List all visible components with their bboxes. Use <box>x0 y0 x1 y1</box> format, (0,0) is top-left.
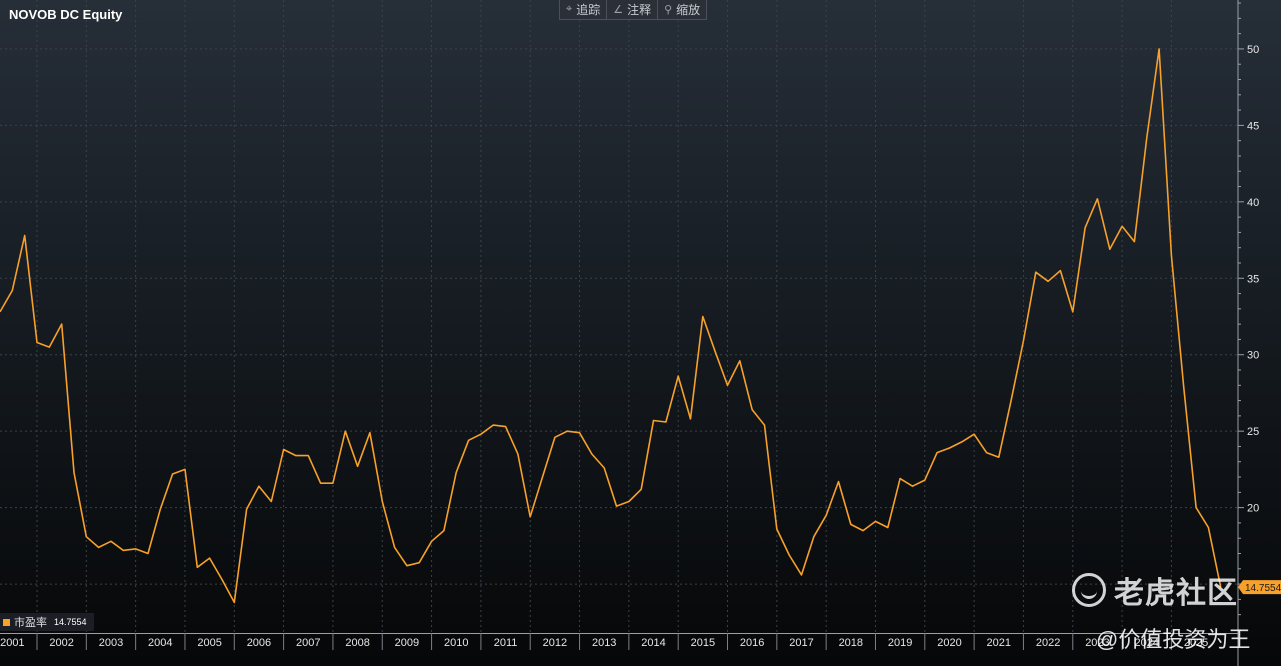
y-tick-label: 45 <box>1247 120 1259 132</box>
track-button[interactable]: ⌖ 追踪 <box>560 0 608 19</box>
x-tick-label: 2006 <box>247 637 271 649</box>
x-tick-label: 2002 <box>49 637 73 649</box>
x-tick-label: 2008 <box>345 637 369 649</box>
grid-lines <box>0 0 1238 633</box>
y-tick-label: 35 <box>1247 273 1259 285</box>
x-tick-label: 2015 <box>691 637 715 649</box>
x-tick-label: 2009 <box>395 637 419 649</box>
chart-toolbar: ⌖ 追踪 ∠ 注释 ⚲ 缩放 <box>559 0 708 20</box>
y-tick-label: 30 <box>1247 350 1259 362</box>
y-tick-label: 50 <box>1247 44 1259 56</box>
crosshair-icon: ⌖ <box>566 3 573 15</box>
x-tick-label: 2011 <box>494 637 518 649</box>
series-layer <box>0 48 1222 604</box>
zoom-button[interactable]: ⚲ 缩放 <box>658 0 706 19</box>
x-tick-label: 2010 <box>444 637 468 649</box>
chart-legend[interactable]: 市盈率 14.7554 <box>0 613 94 631</box>
annotate-label: 注释 <box>627 3 652 17</box>
x-tick-label: 2020 <box>937 637 961 649</box>
legend-swatch <box>3 618 10 626</box>
x-tick-label: 2025 <box>1184 637 1208 649</box>
x-tick-label: 2024 <box>1135 637 1159 649</box>
legend-label: 市盈率 <box>14 617 47 629</box>
x-tick-label: 2014 <box>641 637 665 649</box>
x-tick-label: 2005 <box>197 637 221 649</box>
zoom-label: 缩放 <box>676 3 701 17</box>
pencil-icon: ∠ <box>613 4 624 16</box>
magnifier-icon: ⚲ <box>664 4 673 16</box>
x-tick-label: 2017 <box>789 637 813 649</box>
x-tick-label: 2013 <box>592 637 616 649</box>
last-value-marker <box>1238 580 1281 595</box>
x-tick-label: 2023 <box>1085 637 1109 649</box>
watermark: 老虎社区 <box>1072 568 1238 612</box>
x-tick-label: 2003 <box>99 637 123 649</box>
annotate-button[interactable]: ∠ 注释 <box>607 0 659 19</box>
x-tick-label: 2004 <box>148 637 172 649</box>
legend-value: 14.7554 <box>54 617 87 627</box>
x-tick-label: 2012 <box>543 637 567 649</box>
y-tick-label: 25 <box>1247 426 1259 438</box>
track-label: 追踪 <box>576 3 601 17</box>
series-line <box>0 48 1222 604</box>
x-tick-label: 2016 <box>740 637 764 649</box>
chart-title: NOVOB DC Equity <box>9 7 123 22</box>
last-value-tag: 14.7554 <box>1238 580 1281 595</box>
y-tick-label: 40 <box>1247 197 1259 209</box>
tiger-logo-icon <box>1072 573 1106 607</box>
x-tick-label: 2019 <box>888 637 912 649</box>
x-tick-label: 2007 <box>296 637 320 649</box>
x-tick-label: 2022 <box>1036 637 1060 649</box>
watermark-handle: @价值投资为王 <box>1096 627 1251 652</box>
x-tick-label: 2021 <box>987 637 1011 649</box>
x-tick-label: 2018 <box>839 637 863 649</box>
last-value-label: 14.7554 <box>1245 583 1281 594</box>
watermark-brand: 老虎社区 <box>1114 577 1238 610</box>
x-tick-label: 2001 <box>0 637 24 649</box>
y-tick-label: 20 <box>1247 503 1259 515</box>
